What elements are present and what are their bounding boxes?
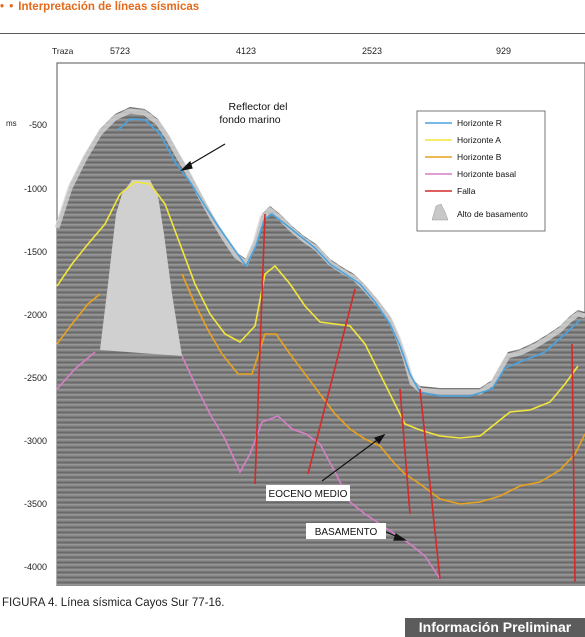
preliminary-badge: Información Preliminar [405, 618, 585, 637]
horizonte-r-line [117, 118, 581, 397]
legend-label: Horizonte R [457, 118, 502, 128]
basamento-label-box [306, 523, 386, 539]
figure-caption: FIGURA 4. Línea sísmica Cayos Sur 77-16. [2, 597, 225, 609]
trace-tick: 5723 [110, 46, 130, 56]
legend-label: Horizonte A [457, 135, 501, 145]
seafloor-annotation: Reflector del fondo marino [219, 101, 287, 126]
basement-high [100, 180, 182, 356]
time-tick: -3000 [24, 436, 47, 446]
annotation-arrows [180, 143, 407, 541]
seismic-section-svg: Traza 5723 4123 2523 929 ms -500 -1000 -… [6, 46, 585, 587]
trace-ticks: 5723 4123 2523 929 [110, 46, 511, 56]
time-tick: -2000 [24, 310, 47, 320]
header-bullets: • • [0, 1, 15, 13]
horizonte-a-line [56, 181, 579, 439]
header-title: Interpretación de líneas sísmicas [18, 1, 200, 13]
legend: Horizonte R Horizonte A Horizonte B Hori… [416, 110, 546, 232]
legend-label: Alto de basamento [457, 209, 528, 219]
time-tick: -1000 [24, 184, 47, 194]
basamento-label: BASAMENTO [315, 527, 378, 538]
horizonte-basal-line [56, 351, 441, 580]
trace-tick: 929 [496, 46, 511, 56]
section-header: • • Interpretación de líneas sísmicas [0, 0, 585, 14]
time-ticks: -500 -1000 -1500 -2000 -2500 -3000 -3500… [24, 120, 47, 572]
legend-label: Falla [457, 186, 476, 196]
trace-tick: 4123 [236, 46, 256, 56]
horizonte-b-line [56, 273, 585, 505]
seismic-figure: Traza 5723 4123 2523 929 ms -500 -1000 -… [0, 33, 585, 587]
time-tick: -2500 [24, 373, 47, 383]
legend-label: Horizonte B [457, 152, 502, 162]
time-tick: -4000 [24, 562, 47, 572]
seismic-data-body [57, 107, 585, 586]
eoceno-label-box [266, 485, 350, 501]
time-tick: -1500 [24, 247, 47, 257]
trace-tick: 2523 [362, 46, 382, 56]
time-axis-label: ms [6, 119, 17, 128]
eoceno-label: EOCENO MEDIO [269, 489, 348, 500]
seafloor-label-line2: fondo marino [219, 114, 280, 126]
legend-label: Horizonte basal [457, 169, 516, 179]
time-tick: -3500 [24, 499, 47, 509]
basement-high-swatch [431, 203, 449, 221]
seafloor-label-line1: Reflector del [229, 101, 288, 113]
fault-lines [254, 213, 576, 583]
trace-axis-label: Traza [52, 46, 74, 56]
time-tick: -500 [29, 120, 47, 130]
